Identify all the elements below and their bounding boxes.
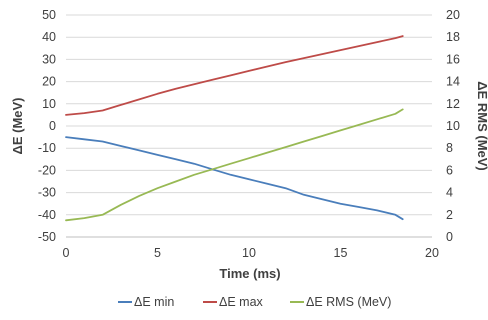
y-axis-left-ticks: 50 40 30 20 10 0 -10 -20 -30 -40 -50 [38,8,56,244]
y-left-tick-label: -40 [38,208,56,222]
series-lines [65,35,404,222]
legend-label: ΔE RMS (MeV) [306,295,391,309]
legend-label: ΔE min [134,295,174,309]
y-left-tick-label: 0 [49,119,56,133]
y-right-tick-label: 6 [446,163,453,177]
series-line-2 [65,108,404,222]
y-right-tick-label: 4 [446,186,453,200]
x-axis-title: Time (ms) [219,266,280,281]
y-axis-left-title: ΔE (MeV) [10,97,25,154]
y-right-tick-label: 12 [446,97,460,111]
y-left-tick-label: -20 [38,163,56,177]
series-line-0 [65,136,404,221]
x-axis-ticks: 0 5 10 15 20 [63,246,439,260]
legend: ΔE min ΔE max ΔE RMS (MeV) [118,295,391,309]
y-left-tick-label: 30 [42,52,56,66]
y-left-tick-label: -10 [38,141,56,155]
y-right-tick-label: 10 [446,119,460,133]
y-axis-right-title: ΔE RMS (MeV) [475,81,488,171]
x-tick-label: 15 [334,246,348,260]
y-right-tick-label: 16 [446,52,460,66]
y-left-tick-label: 10 [42,97,56,111]
x-tick-label: 10 [242,246,256,260]
y-left-tick-label: 40 [42,30,56,44]
y-right-tick-label: 0 [446,230,453,244]
series-line-1 [65,35,404,116]
y-right-tick-label: 2 [446,208,453,222]
y-left-tick-label: 50 [42,8,56,22]
y-right-tick-label: 20 [446,8,460,22]
legend-label: ΔE max [219,295,264,309]
y-left-tick-label: -50 [38,230,56,244]
y-right-tick-label: 8 [446,141,453,155]
x-tick-label: 0 [63,246,70,260]
y-right-tick-label: 18 [446,30,460,44]
gridlines [66,14,432,238]
x-tick-label: 20 [425,246,439,260]
x-tick-label: 5 [154,246,161,260]
y-left-tick-label: -30 [38,186,56,200]
y-left-tick-label: 20 [42,75,56,89]
y-right-tick-label: 14 [446,75,460,89]
